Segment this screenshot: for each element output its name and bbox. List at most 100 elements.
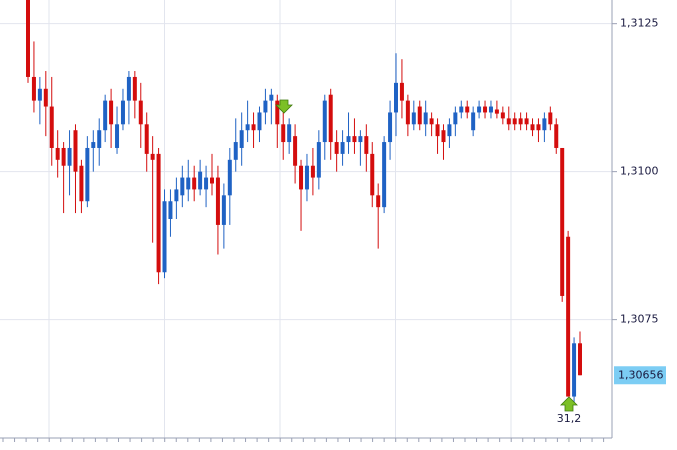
y-tick-label: 1,3125 <box>620 17 659 30</box>
candle-body <box>287 124 292 143</box>
candle-body <box>55 147 60 160</box>
candle-body <box>399 82 404 101</box>
candle-body <box>394 82 398 113</box>
candle-body <box>245 124 250 131</box>
candle-body <box>192 177 197 190</box>
candle-body <box>435 124 440 137</box>
candle-body <box>411 112 416 125</box>
candle-body <box>453 112 458 125</box>
candle-body <box>37 88 42 101</box>
candle-body <box>572 343 577 397</box>
candle-body <box>126 76 131 101</box>
candle-body <box>67 147 72 166</box>
candle-body <box>465 106 470 113</box>
candle-body <box>204 177 209 190</box>
candle-body <box>334 142 339 154</box>
candle-body <box>566 236 571 397</box>
candle-body <box>109 100 114 125</box>
candle-body <box>316 142 321 178</box>
candle-body <box>483 106 488 113</box>
candle-body <box>293 136 298 166</box>
candles <box>26 0 582 403</box>
candle-body <box>340 142 345 154</box>
candle-body <box>518 118 523 125</box>
candle-body <box>388 112 393 143</box>
candle-body <box>441 130 446 143</box>
candle-body <box>530 124 535 131</box>
y-tick-label: 1,3075 <box>620 313 659 326</box>
candle-body <box>233 142 238 160</box>
candle-body <box>578 343 582 376</box>
candle-body <box>500 112 505 119</box>
last-price-label: 1,30656 <box>618 368 664 381</box>
candle-body <box>103 100 108 131</box>
candle-body <box>73 130 78 172</box>
candle-body <box>115 124 120 148</box>
candle-body <box>269 94 274 101</box>
candle-body <box>352 136 357 143</box>
candle-body <box>61 147 66 166</box>
candle-body <box>512 118 517 125</box>
candle-body <box>370 153 375 196</box>
candle-body <box>79 165 84 202</box>
last-price-box <box>614 366 666 385</box>
candle-body <box>477 106 482 113</box>
candle-body <box>31 76 36 101</box>
candle-body <box>180 177 185 196</box>
candle-body <box>221 195 226 225</box>
candle-body <box>43 88 48 107</box>
candle-body <box>304 165 309 190</box>
candle-body <box>275 100 280 125</box>
candle-body <box>447 124 452 137</box>
candle-body <box>144 124 149 154</box>
candle-body <box>488 106 493 113</box>
candle-body <box>471 112 476 131</box>
candle-body <box>494 109 499 114</box>
candle-body <box>548 112 553 125</box>
candle-body <box>554 124 559 148</box>
candle-body <box>328 94 333 143</box>
candle-body <box>405 100 410 125</box>
candle-body <box>281 124 286 143</box>
axis: 1,3125 1,3100 1,3075 1,30656 <box>2 17 666 442</box>
candle-body <box>506 118 511 125</box>
candle-body <box>417 106 422 125</box>
candle-body <box>263 100 268 113</box>
candle-body <box>536 124 541 131</box>
candle-body <box>186 177 191 190</box>
candle-body <box>429 118 434 125</box>
candle-body <box>168 201 173 219</box>
candle-body <box>257 112 262 131</box>
candle-body <box>524 118 529 125</box>
annotation: 31,2 <box>557 412 582 425</box>
candle-body <box>346 136 351 143</box>
candle-body <box>120 100 125 125</box>
candle-body <box>542 118 547 131</box>
candle-body <box>382 142 387 208</box>
candle-body <box>26 0 30 77</box>
candle-body <box>97 130 102 148</box>
candle-body <box>85 147 90 202</box>
candle-body <box>49 106 54 148</box>
candle-body <box>174 189 179 202</box>
buy-arrow <box>560 396 578 412</box>
candle-body <box>364 136 369 154</box>
candle-body <box>310 165 315 178</box>
candle-body <box>251 124 256 131</box>
candle-body <box>162 201 167 273</box>
candle-body <box>376 195 381 208</box>
candle-body <box>227 159 232 196</box>
candle-body <box>299 165 304 190</box>
candle-body <box>322 100 327 143</box>
candle-body <box>91 142 96 148</box>
candle-body <box>150 153 155 160</box>
candle-body <box>198 171 203 190</box>
candle-body <box>156 153 161 273</box>
candle-body <box>132 76 137 101</box>
candle-body <box>210 177 214 184</box>
y-tick-label: 1,3100 <box>620 165 659 178</box>
candle-body <box>459 106 464 113</box>
candle-body <box>358 136 363 143</box>
